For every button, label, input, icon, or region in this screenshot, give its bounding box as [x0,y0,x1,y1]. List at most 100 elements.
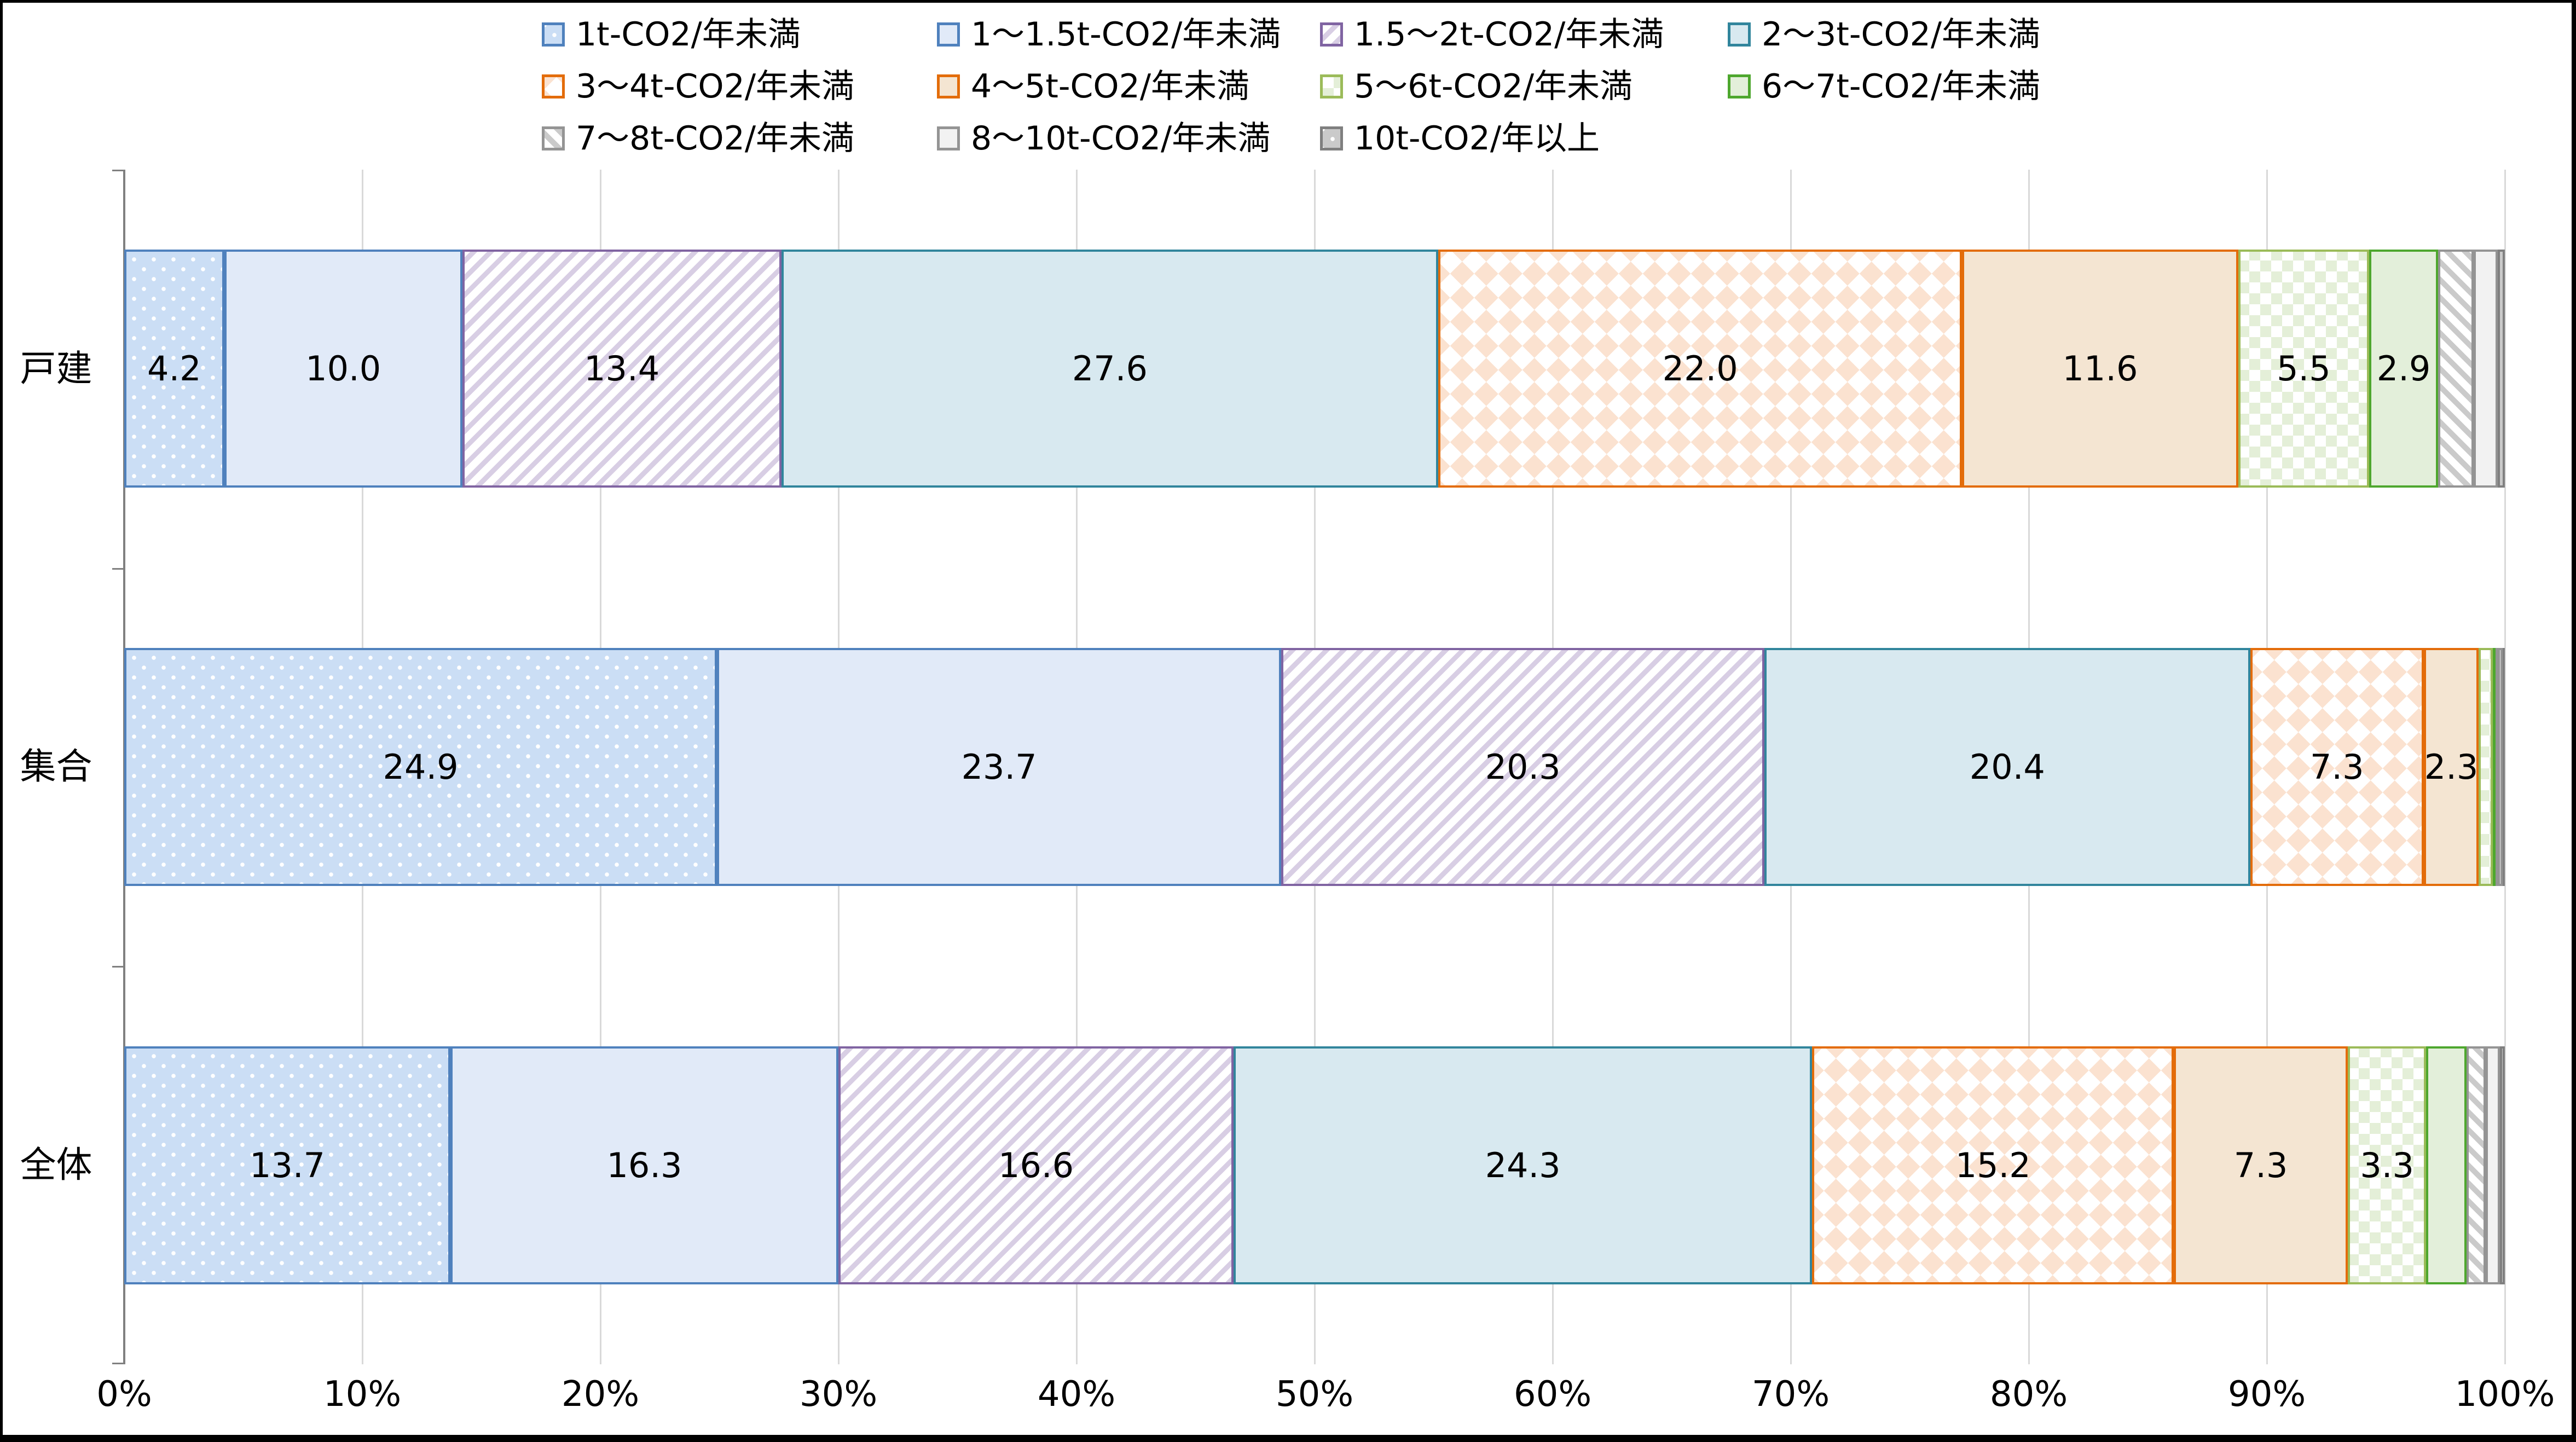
legend-swatch-icon [937,74,960,99]
legend-swatch-icon [1320,74,1343,99]
segment-5～6t-CO2/年未満 [2479,648,2493,886]
legend-swatch-icon [542,74,565,99]
legend-label: 1.5～2t-CO2/年未満 [1354,15,1664,54]
segment-10t-CO2/年以上 [2500,1046,2505,1284]
x-tick-label-20%: 20% [561,1374,640,1415]
chart-legend: 1t-CO2/年未満 1～1.5t-CO2/年未満 1.5～2t-CO2/年未満 2～… [542,8,2040,164]
segment-1.5～2t-CO2/年未満: 20.3 [1281,648,1765,886]
bar-row-戸建: 4.2 10.0 13.4 27.6 22.0 11.6 5.5 2.9 [124,250,2505,488]
bar-row-全体: 13.7 16.3 16.6 24.3 15.2 7.3 3.3 [124,1046,2505,1284]
segment-1～1.5t-CO2/年未満: 23.7 [717,648,1282,886]
segment-value: 15.2 [1955,1145,2031,1185]
legend-swatch-icon [542,126,565,150]
legend-item-1.5～2t-CO2/年未満: 1.5～2t-CO2/年未満 [1320,18,1728,51]
x-tick-label-90%: 90% [2227,1374,2306,1415]
legend-item-4～5t-CO2/年未満: 4～5t-CO2/年未満 [937,70,1320,103]
segment-value: 7.3 [2309,746,2364,787]
segment-2～3t-CO2/年未満: 27.6 [781,250,1439,488]
x-tick-label-70%: 70% [1751,1374,1830,1415]
legend-swatch-icon [1728,74,1751,99]
x-tick-label-50%: 50% [1275,1374,1354,1415]
segment-value: 24.3 [1485,1145,1561,1185]
segment-8～10t-CO2/年未満 [2497,648,2503,886]
segment-value: 16.6 [998,1145,1074,1185]
segment-6～7t-CO2/年未満: 2.9 [2369,250,2439,488]
category-label-全体: 全体 [20,1144,92,1186]
x-tick-label-30%: 30% [799,1374,878,1415]
segment-1.5～2t-CO2/年未満: 13.4 [462,250,782,488]
legend-label: 3～4t-CO2/年未満 [576,67,855,106]
segment-2～3t-CO2/年未満: 24.3 [1234,1046,1813,1284]
segment-7～8t-CO2/年未満 [2467,1046,2486,1284]
legend-item-6～7t-CO2/年未満: 6～7t-CO2/年未満 [1728,70,2040,103]
segment-8～10t-CO2/年未満 [2486,1046,2500,1284]
segment-5～6t-CO2/年未満: 3.3 [2347,1046,2427,1284]
legend-item-1～1.5t-CO2/年未満: 1～1.5t-CO2/年未満 [937,18,1320,51]
segment-7～8t-CO2/年未満 [2438,250,2474,488]
x-tick-label-0%: 0% [96,1374,152,1415]
segment-value: 2.3 [2424,746,2479,787]
segment-4～5t-CO2/年未満: 7.3 [2174,1046,2348,1284]
segment-value: 20.4 [1969,746,2045,787]
legend-item-3～4t-CO2/年未満: 3～4t-CO2/年未満 [542,70,937,103]
segment-6～7t-CO2/年未満 [2493,648,2496,886]
y-axis-tick [112,170,124,171]
legend-swatch-icon [937,22,960,47]
x-tick-label-10%: 10% [323,1374,402,1415]
segment-1t-CO2/年未満: 4.2 [124,250,224,488]
x-tick-label-80%: 80% [1989,1374,2068,1415]
segment-value: 4.2 [147,348,201,389]
segment-5～6t-CO2/年未満: 5.5 [2238,250,2370,488]
y-axis-tick [112,568,124,570]
legend-label: 8～10t-CO2/年未満 [971,119,1271,158]
legend-label: 1t-CO2/年未満 [576,15,801,54]
x-tick-label-60%: 60% [1513,1374,1592,1415]
legend-item-2～3t-CO2/年未満: 2～3t-CO2/年未満 [1728,18,2040,51]
segment-3～4t-CO2/年未満: 22.0 [1438,250,1963,488]
segment-10t-CO2/年以上 [2502,648,2505,886]
segment-value: 16.3 [606,1145,682,1185]
legend-label: 7～8t-CO2/年未満 [576,119,855,158]
gridline-100% [2504,170,2506,1364]
segment-4～5t-CO2/年未満: 11.6 [1962,250,2238,488]
segment-2～3t-CO2/年未満: 20.4 [1764,648,2250,886]
segment-value: 11.6 [2062,348,2138,389]
bar-row-集合: 24.9 23.7 20.3 20.4 7.3 2.3 [124,648,2505,886]
legend-item-8～10t-CO2/年未満: 8～10t-CO2/年未満 [937,122,1320,155]
legend-swatch-icon [1320,126,1343,150]
legend-swatch-icon [937,126,960,150]
category-label-集合: 集合 [20,745,92,787]
segment-value: 10.0 [305,348,381,389]
segment-value: 7.3 [2233,1145,2288,1185]
legend-item-7～8t-CO2/年未満: 7～8t-CO2/年未満 [542,122,937,155]
legend-label: 1～1.5t-CO2/年未満 [971,15,1281,54]
y-axis-tick [112,1363,124,1364]
segment-1～1.5t-CO2/年未満: 16.3 [450,1046,838,1284]
segment-1t-CO2/年未満: 24.9 [124,648,717,886]
legend-label: 4～5t-CO2/年未満 [971,67,1250,106]
legend-item-5～6t-CO2/年未満: 5～6t-CO2/年未満 [1320,70,1728,103]
segment-value: 2.9 [2376,348,2431,389]
y-axis-tick [112,966,124,968]
x-tick-label-40%: 40% [1037,1374,1116,1415]
segment-3～4t-CO2/年未満: 7.3 [2250,648,2424,886]
legend-label: 6～7t-CO2/年未満 [1762,67,2041,106]
segment-6～7t-CO2/年未満 [2426,1046,2467,1284]
legend-swatch-icon [1320,22,1343,47]
legend-swatch-icon [1728,22,1751,47]
segment-value: 5.5 [2277,348,2331,389]
legend-item-10t-CO2/年以上: 10t-CO2/年以上 [1320,122,1728,155]
segment-value: 20.3 [1485,746,1561,787]
segment-value: 27.6 [1072,348,1148,389]
segment-value: 24.9 [383,746,459,787]
segment-4～5t-CO2/年未満: 2.3 [2424,648,2479,886]
segment-1～1.5t-CO2/年未満: 10.0 [224,250,462,488]
legend-label: 10t-CO2/年以上 [1354,119,1600,158]
segment-value: 22.0 [1662,348,1738,389]
segment-1t-CO2/年未満: 13.7 [124,1046,450,1284]
segment-10t-CO2/年以上 [2497,250,2505,488]
segment-value: 3.3 [2360,1145,2414,1185]
segment-value: 23.7 [961,746,1037,787]
segment-7～8t-CO2/年未満 [2495,648,2498,886]
legend-item-1t-CO2/年未満: 1t-CO2/年未満 [542,18,937,51]
